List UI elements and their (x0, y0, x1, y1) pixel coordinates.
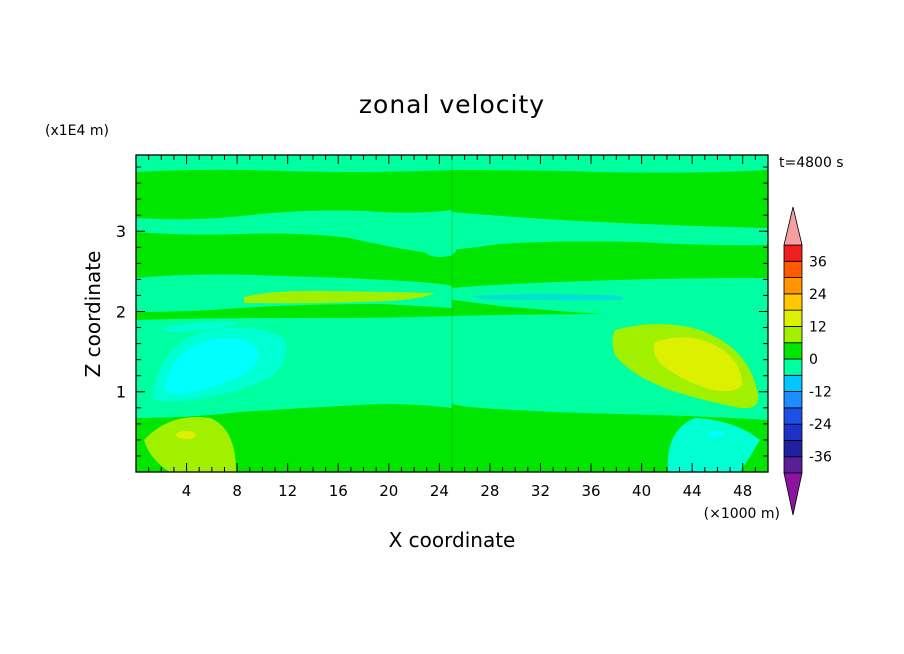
colorbar-over-arrow (783, 206, 803, 246)
time-label: t=4800 s (779, 155, 844, 171)
colorbar-swatch (783, 407, 803, 425)
colorbar-swatch (783, 277, 803, 295)
colorbar-swatch (783, 456, 803, 474)
contour-region-bottom-cyan-right-core (708, 431, 724, 437)
x-axis-label: X coordinate (389, 528, 516, 552)
contour-region-bottom-yellow-left (144, 416, 236, 472)
y-axis-label: Z coordinate (81, 251, 105, 378)
chart-title: zonal velocity (359, 90, 545, 119)
x-tick-label: 12 (278, 482, 297, 500)
x-tick-label: 8 (232, 482, 242, 500)
contour-region-cyan-blob-left-core (165, 338, 259, 394)
y-unit-label: (x1E4 m) (45, 123, 109, 139)
x-tick-label: 32 (531, 482, 550, 500)
y-axis-ticks: 1 2 3 (116, 166, 768, 457)
colorbar-swatch (783, 326, 803, 344)
x-tick-label: 20 (379, 482, 398, 500)
contour-region-bottom-cyan-right (667, 418, 760, 472)
colorbar-label: -36 (809, 450, 832, 466)
colorbar-swatch (783, 293, 803, 311)
y-tick-label: 2 (116, 302, 126, 321)
colorbar-label: 36 (809, 254, 827, 270)
colorbar-swatch (783, 440, 803, 458)
contour-region-small-oval (424, 243, 456, 257)
colorbar-swatch (783, 309, 803, 327)
contour-region-jet-right-core (470, 294, 624, 301)
colorbar-under-arrow (783, 472, 803, 516)
colorbar-label: 24 (809, 287, 827, 303)
x-tick-label: 48 (733, 482, 752, 500)
contour-region-jet-left (244, 290, 435, 304)
y-tick-label: 1 (116, 383, 126, 402)
x-unit-label: (×1000 m) (704, 506, 780, 522)
colorbar-swatch (783, 391, 803, 409)
x-tick-label: 40 (632, 482, 651, 500)
contour-field (136, 155, 768, 472)
x-tick-label: 24 (430, 482, 449, 500)
x-tick-label: 16 (329, 482, 348, 500)
contour-region-yellow-blob-right-core (653, 337, 742, 392)
x-tick-label: 4 (182, 482, 192, 500)
contour-region-center-oval-1 (423, 359, 437, 367)
x-tick-label: 36 (581, 482, 600, 500)
x-tick-label: 44 (683, 482, 702, 500)
contour-region-bottom-yellow-left-core (176, 431, 196, 439)
contour-region-cyan-strip-left (160, 321, 240, 332)
colorbar-swatch (783, 423, 803, 441)
colorbar-label: 12 (809, 319, 827, 335)
colorbar-label: -12 (809, 385, 832, 401)
colorbar-swatch (783, 244, 803, 262)
colorbar: 36 24 12 0 -12 -24 -36 (783, 206, 832, 516)
contour-region-center-oval-2 (467, 359, 481, 367)
colorbar-swatch (783, 342, 803, 360)
colorbar-swatch (783, 260, 803, 278)
x-tick-label: 28 (480, 482, 499, 500)
y-tick-label: 3 (116, 222, 126, 241)
colorbar-swatch (783, 358, 803, 376)
colorbar-label: 0 (809, 352, 818, 368)
colorbar-label: -24 (809, 417, 832, 433)
colorbar-swatch (783, 374, 803, 392)
x-axis-ticks: 4 8 12 16 20 24 28 32 36 40 44 48 (148, 155, 756, 500)
